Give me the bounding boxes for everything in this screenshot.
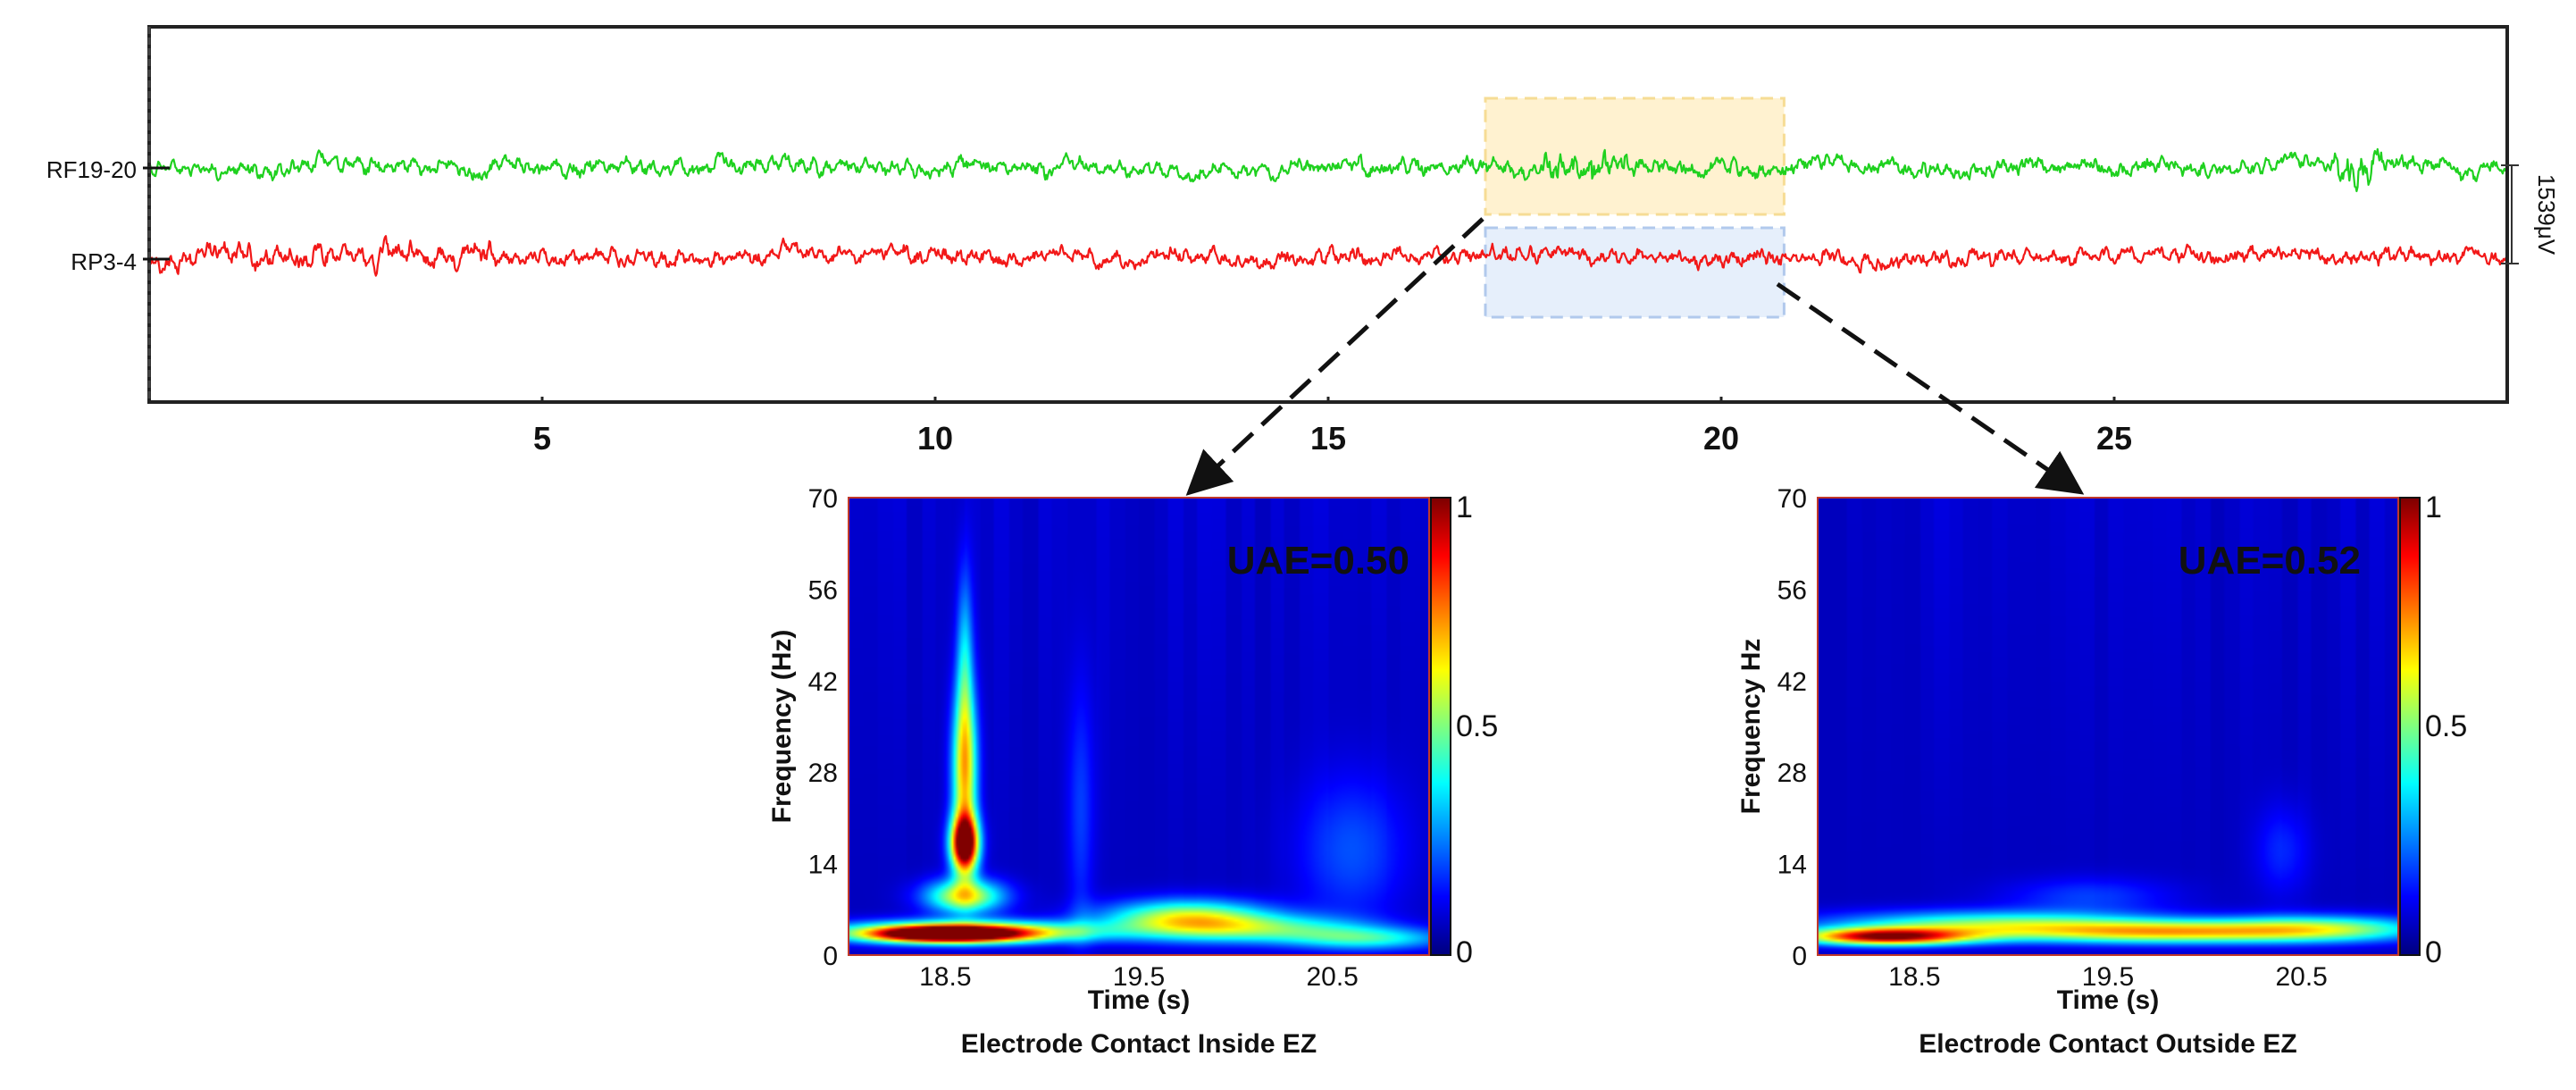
colorbar-tick-label: 0 xyxy=(2425,935,2442,969)
colorbar-tick-label: 1 xyxy=(2425,490,2442,524)
colorbar-outside-frame xyxy=(2399,497,2421,956)
y-tick-label: 70 xyxy=(808,484,838,514)
eeg-x-tick-label: 25 xyxy=(2096,420,2132,457)
spectrogram-inside-frame xyxy=(848,497,1430,956)
uae-inside: UAE=0.50 xyxy=(1227,539,1409,583)
spectrogram-outside-ylabel: Frequency Hz xyxy=(1736,639,1766,815)
eeg-x-tick-label: 15 xyxy=(1310,420,1346,457)
y-tick-label: 0 xyxy=(823,942,838,971)
colorbar-outside-ticks: 00.51 xyxy=(2425,490,2467,969)
colorbar-tick-label: 0.5 xyxy=(1456,709,1498,743)
x-tick-label: 19.5 xyxy=(2082,962,2134,992)
spectrogram-inside-xlabel: Time (s) xyxy=(1088,985,1190,1015)
colorbar-inside xyxy=(1431,498,1451,955)
colorbar-tick-label: 1 xyxy=(1456,490,1473,524)
eeg-trace-0 xyxy=(148,147,2509,193)
eeg-trace-1 xyxy=(147,235,2508,277)
y-tick-label: 42 xyxy=(808,667,838,697)
spectrogram-outside-ticks: 0 14 28 42 56 70 18.5 19.5 20.5 xyxy=(1777,484,2328,992)
scale-bar-label: 1539μV xyxy=(2533,174,2560,256)
x-tick-label: 18.5 xyxy=(919,962,971,992)
spectrogram-inside-ylabel: Frequency (Hz) xyxy=(767,630,797,824)
uae-outside: UAE=0.52 xyxy=(2179,539,2361,583)
eeg-axes-frame xyxy=(147,25,2509,404)
y-tick-label: 56 xyxy=(1777,575,1807,605)
arrow-to-outside xyxy=(1776,281,2085,495)
spectrogram-inside-ticks: 0 14 28 42 56 70 18.5 19.5 20.5 xyxy=(808,484,1359,992)
highlight-top xyxy=(1484,96,1786,216)
eeg-x-tick-label: 20 xyxy=(1703,420,1739,457)
colorbar-inside-frame xyxy=(1430,497,1451,956)
x-tick-label: 19.5 xyxy=(1113,962,1165,992)
eeg-panel: 5 10 15 20 25 RF19-20 RP3-4 1539μV xyxy=(46,25,2560,457)
eeg-x-tick-label: 10 xyxy=(917,420,953,457)
colorbar-tick-label: 0 xyxy=(1456,935,1473,969)
scale-bar: 1539μV xyxy=(2501,164,2560,264)
y-tick-label: 42 xyxy=(1777,667,1807,697)
y-tick-label: 14 xyxy=(808,851,838,880)
spectrogram-outside: UAE=0.52 0 14 28 42 56 70 18.5 19.5 20.5 Time (s… xyxy=(1736,484,2467,1059)
y-tick-label: 70 xyxy=(1777,484,1807,514)
highlight-bottom xyxy=(1484,226,1786,319)
eeg-traces xyxy=(147,147,2509,277)
x-tick-label: 18.5 xyxy=(1888,962,1940,992)
spectrogram-inside-title: Electrode Contact Inside EZ xyxy=(961,1029,1317,1059)
y-tick-label: 28 xyxy=(808,759,838,788)
channel-label-rf19-20: RF19-20 xyxy=(46,156,137,183)
y-tick-label: 56 xyxy=(808,575,838,605)
y-tick-label: 14 xyxy=(1777,851,1807,880)
spectrogram-outside-frame xyxy=(1817,497,2399,956)
eeg-x-ticks: 5 10 15 20 25 xyxy=(533,397,2132,457)
channel-label-rp3-4: RP3-4 xyxy=(71,248,137,275)
arrow-to-inside xyxy=(1185,217,1485,496)
x-tick-label: 20.5 xyxy=(1306,962,1358,992)
spectrogram-outside-xlabel: Time (s) xyxy=(2057,985,2159,1015)
x-tick-label: 20.5 xyxy=(2275,962,2327,992)
colorbar-outside xyxy=(2400,498,2420,955)
colorbar-inside-ticks: 00.51 xyxy=(1456,490,1498,969)
colorbar-tick-label: 0.5 xyxy=(2425,709,2467,743)
spectrogram-outside-map xyxy=(1818,498,2398,955)
spectrogram-inside: UAE=0.50 0 14 28 42 56 70 18.5 19.5 20.5 Time (s… xyxy=(767,484,1498,1059)
y-tick-label: 0 xyxy=(1792,942,1807,971)
y-tick-label: 28 xyxy=(1777,759,1807,788)
spectrogram-outside-title: Electrode Contact Outside EZ xyxy=(1919,1029,2296,1059)
spectrogram-inside-map xyxy=(849,498,1429,955)
eeg-x-tick-label: 5 xyxy=(533,420,551,457)
